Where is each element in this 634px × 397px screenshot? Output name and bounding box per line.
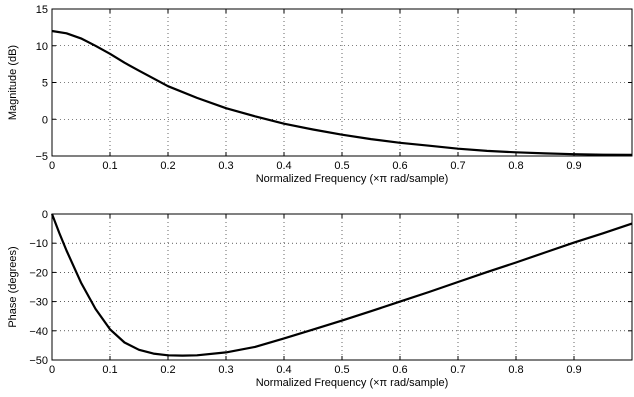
phase-y-tick-label: −40 [29, 326, 48, 338]
phase-x-tick-label: 0.9 [566, 364, 581, 376]
magnitude-y-axis-label: Magnitude (dB) [7, 45, 19, 120]
phase-y-tick-label: −30 [29, 297, 48, 309]
magnitude-x-tick-label: 0.6 [392, 160, 407, 172]
phase-x-tick-label: 0.8 [508, 364, 523, 376]
phase-y-tick-label: −20 [29, 267, 48, 279]
phase-x-tick-label: 0.6 [392, 364, 407, 376]
magnitude-x-tick-label: 0.2 [160, 160, 175, 172]
phase-x-tick-label: 0 [49, 364, 55, 376]
magnitude-x-tick-label: 0 [49, 160, 55, 172]
magnitude-response-line [51, 29, 633, 156]
magnitude-x-tick-label: 0.5 [334, 160, 349, 172]
phase-y-tick-label: 0 [42, 209, 48, 221]
magnitude-x-tick-label: 0.7 [450, 160, 465, 172]
magnitude-y-tick-label: 0 [42, 114, 48, 126]
phase-x-axis-label: Normalized Frequency (×π rad/sample) [256, 377, 449, 389]
magnitude-subplot: 0 0.1 0.2 0.3 0.4 0.5 0.6 0.7 0.8 0.9−5051015Norm… [7, 4, 633, 185]
phase-x-tick-label: 0.4 [276, 364, 291, 376]
magnitude-x-tick-label: 0.3 [218, 160, 233, 172]
phase-x-tick-label: 0.3 [218, 364, 233, 376]
phase-x-tick-label: 0.1 [102, 364, 117, 376]
phase-y-axis-label: Phase (degrees) [7, 246, 19, 327]
phase-y-tick-label: −50 [29, 355, 48, 367]
magnitude-x-tick-label: 0.4 [276, 160, 291, 172]
magnitude-x-tick-label: 0.8 [508, 160, 523, 172]
phase-x-tick-label: 0.2 [160, 364, 175, 376]
phase-x-tick-label: 0.5 [334, 364, 349, 376]
phase-response-line [50, 213, 633, 357]
magnitude-y-tick-label: 15 [36, 4, 48, 16]
phase-x-tick-label: 0.7 [450, 364, 465, 376]
magnitude-x-axis-label: Normalized Frequency (×π rad/sample) [256, 173, 449, 185]
magnitude-x-tick-label: 0.1 [102, 160, 117, 172]
phase-y-tick-label: −10 [29, 238, 48, 250]
magnitude-x-tick-label: 0.9 [566, 160, 581, 172]
magnitude-y-tick-label: −5 [35, 151, 48, 163]
magnitude-y-tick-label: 10 [36, 41, 48, 53]
phase-subplot: 0 0.1 0.2 0.3 0.4 0.5 0.6 0.7 0.8 0.9 −50 −40 −30 −20… [7, 209, 633, 389]
magnitude-y-tick-label: 5 [42, 78, 48, 90]
